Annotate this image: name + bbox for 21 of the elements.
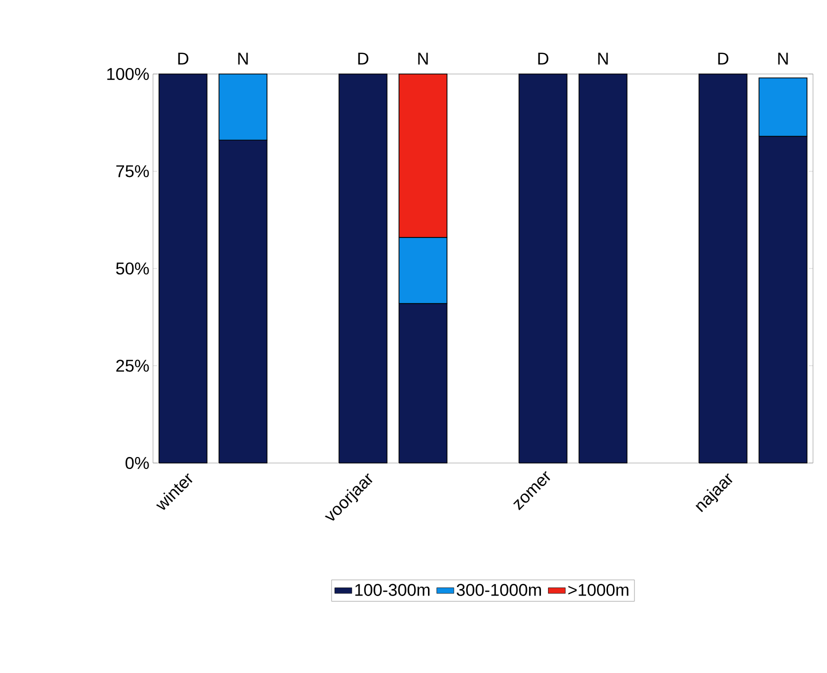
annotation: N [598, 52, 608, 64]
annotation: N [778, 52, 788, 64]
bar [338, 74, 388, 464]
y-tick-label: 100% [107, 68, 149, 80]
annotation: N [238, 52, 248, 64]
bar [518, 74, 568, 464]
legend-label: 100-300m [355, 584, 430, 596]
y-tick-label: 25% [116, 360, 149, 372]
bar [698, 74, 748, 464]
bar [158, 74, 208, 464]
annotation: D [358, 52, 368, 64]
annotation: D [718, 52, 728, 64]
y-tick-label: 0% [126, 456, 149, 470]
annotation: N [418, 52, 428, 64]
y-tick-label: 50% [116, 262, 149, 275]
legend-label: >1000m [568, 584, 628, 596]
annotation: D [538, 52, 548, 64]
y-tick-label: 75% [116, 165, 149, 178]
legend-label: 300-1000m [456, 584, 541, 596]
annotation: D [178, 52, 188, 64]
bar [578, 74, 628, 464]
